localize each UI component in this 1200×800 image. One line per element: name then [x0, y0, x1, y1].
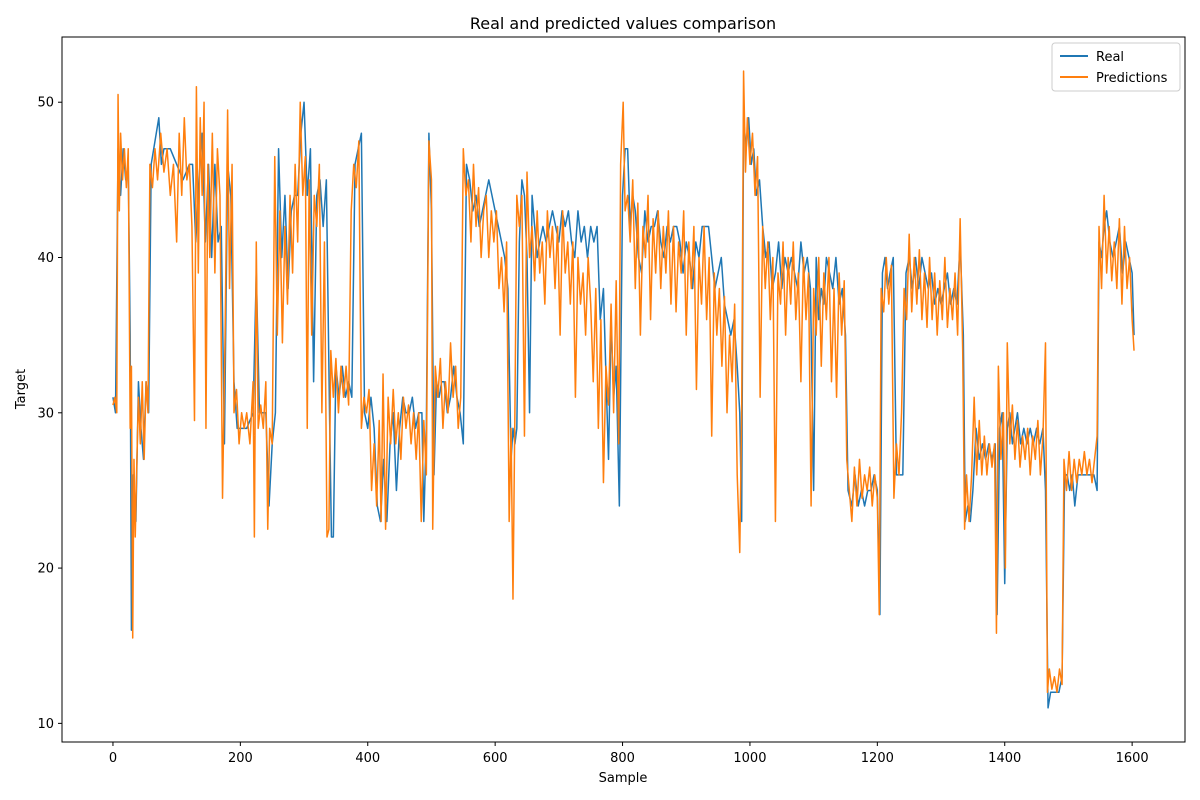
plot-frame [61, 36, 1186, 743]
x-tick-label: 1000 [733, 751, 766, 766]
y-axis-label: Target [14, 369, 29, 410]
plot-area [61, 36, 1186, 743]
y-tick-label: 30 [37, 406, 54, 421]
y-axis: 10 20 30 40 50 [37, 96, 62, 732]
x-tick-label: 200 [228, 751, 253, 766]
y-tick-label: 50 [37, 96, 54, 111]
x-tick-label: 0 [109, 751, 117, 766]
x-tick-label: 800 [610, 751, 635, 766]
x-tick-label: 1200 [861, 751, 894, 766]
x-tick-label: 1400 [988, 751, 1021, 766]
y-tick-label: 10 [37, 717, 54, 732]
y-tick-label: 40 [37, 251, 54, 266]
series-line-predictions [112, 70, 1135, 694]
legend-label-predictions: Predictions [1096, 71, 1168, 86]
legend: Real Predictions [1051, 42, 1181, 92]
legend-label-real: Real [1096, 50, 1124, 65]
x-axis-label: Sample [599, 771, 648, 786]
y-tick-label: 20 [37, 562, 54, 577]
x-tick-label: 400 [355, 751, 380, 766]
chart-title: Real and predicted values comparison [470, 14, 776, 33]
x-tick-label: 1600 [1116, 751, 1149, 766]
x-tick-label: 600 [483, 751, 508, 766]
series-layer [112, 70, 1135, 709]
x-axis: 0 200 400 600 800 1000 1200 1400 1600 [109, 742, 1149, 766]
